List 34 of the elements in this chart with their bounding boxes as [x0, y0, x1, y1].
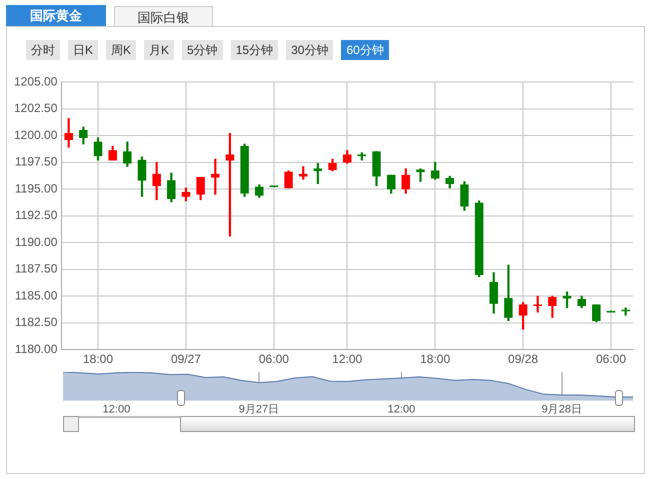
x-tick-label: 06:00 — [258, 352, 290, 366]
x-tick-label: 12:00 — [102, 403, 130, 416]
x-tick-label: 18:00 — [83, 352, 114, 366]
text: 周K — [106, 40, 136, 60]
text: 分时 — [26, 40, 60, 60]
y-tick-label: 1182.50 — [14, 315, 58, 330]
text: 30分钟 — [286, 40, 334, 60]
text: 国际黄金 — [6, 5, 106, 27]
x-tick-label: 18:00 — [420, 352, 450, 366]
x-tick-label: 09/27 — [170, 352, 202, 366]
y-tick-label: 1187.50 — [14, 262, 58, 276]
text: 月K — [144, 40, 174, 60]
x-tick-label: 12:00 — [388, 403, 416, 416]
y-tick-label: 1192.50 — [14, 208, 58, 222]
candlestick — [298, 166, 308, 180]
y-tick-label: 1180.00 — [14, 342, 58, 356]
x-tick-label: 9月28日 — [542, 403, 582, 416]
y-tick-label: 1205.00 — [14, 74, 58, 88]
text: 国际白银 — [114, 6, 213, 27]
y-tick-label: 1202.50 — [14, 101, 58, 116]
y-tick-label: 1185.00 — [14, 288, 58, 302]
x-tick-label: 09/28 — [508, 352, 538, 366]
text: 15分钟 — [230, 40, 278, 60]
y-tick-label: 1190.00 — [14, 234, 58, 249]
y-tick-label: 1200.00 — [14, 128, 58, 142]
text: 5分钟 — [182, 40, 223, 60]
candlestick — [210, 158, 220, 195]
text: 日K — [68, 40, 98, 60]
y-tick-label: 1195.00 — [14, 181, 58, 196]
x-tick-label: 12:00 — [332, 352, 363, 366]
text: 60分钟 — [341, 40, 389, 60]
x-tick-label: 06:00 — [596, 352, 626, 366]
x-tick-label: 9月27日 — [238, 403, 280, 416]
y-tick-label: 1197.50 — [14, 154, 58, 169]
